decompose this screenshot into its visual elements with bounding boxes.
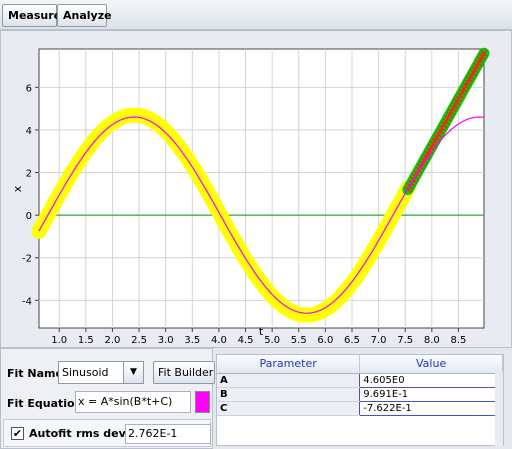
data-marker xyxy=(422,153,430,161)
data-marker xyxy=(453,98,461,106)
table-row[interactable]: B 9.691E-1 xyxy=(217,386,503,402)
y-tick-label: 2 xyxy=(26,169,32,180)
param-name: A xyxy=(217,373,360,388)
data-marker xyxy=(442,117,450,125)
x-tick-label: 4.5 xyxy=(238,335,254,346)
table-row[interactable]: A 4.605E0 xyxy=(217,372,503,388)
param-name: B xyxy=(217,387,360,402)
data-marker xyxy=(466,75,473,83)
y-tick-label: 0 xyxy=(26,211,32,222)
data-marker xyxy=(455,95,463,103)
data-marker xyxy=(429,140,437,148)
data-marker xyxy=(460,85,468,93)
fit-name-label: Fit Name: xyxy=(7,367,68,380)
column-header-parameter[interactable]: Parameter xyxy=(217,355,361,374)
data-marker xyxy=(456,91,464,99)
x-tick-label: 8.5 xyxy=(450,335,466,346)
table-scrollbar[interactable] xyxy=(495,371,503,447)
data-marker xyxy=(444,114,452,122)
data-marker xyxy=(424,150,432,158)
x-tick-label: 2.0 xyxy=(105,335,121,346)
param-value[interactable]: 4.605E0 xyxy=(359,372,503,388)
x-tick-label: 7.0 xyxy=(371,335,387,346)
measure-button[interactable]: Measure xyxy=(2,4,61,27)
x-tick-label: 7.5 xyxy=(397,335,413,346)
fit-area: Fit Name: Sinusoid ▼ Fit Builder Fit Equ… xyxy=(0,348,512,449)
data-marker xyxy=(447,108,455,116)
fit-curve-line xyxy=(38,116,485,314)
x-tick-label: 8.0 xyxy=(424,335,440,346)
x-tick-label: 3.5 xyxy=(184,335,200,346)
y-tick-label: -2 xyxy=(22,254,32,265)
data-marker xyxy=(435,130,443,138)
data-marker xyxy=(480,49,488,57)
x-tick-label: 6.0 xyxy=(317,335,333,346)
plot-panel[interactable]: 1.0 1.5 2.0 2.5 3.0 3.5 4.0 4.5 5.0 5.5 6.0 6.5 7.0 7… xyxy=(0,30,512,348)
data-marker xyxy=(426,147,434,155)
autofit-row: ✔ Autofit rms dev: 2.762E-1 xyxy=(3,419,211,447)
column-header-value[interactable]: Value xyxy=(359,355,503,374)
data-marker xyxy=(440,121,448,129)
chevron-down-icon[interactable]: ▼ xyxy=(123,362,143,383)
data-marker xyxy=(476,56,484,64)
param-value[interactable]: -7.622E-1 xyxy=(359,400,503,416)
data-marker xyxy=(464,79,472,86)
x-axis-label: t xyxy=(259,325,264,338)
data-marker xyxy=(451,101,459,109)
table-row[interactable]: C -7.622E-1 xyxy=(217,400,503,416)
y-axis-ticks: 6 4 2 0 -2 -4 xyxy=(22,83,39,307)
y-axis-label: x xyxy=(11,185,24,192)
fit-color-swatch[interactable] xyxy=(195,391,210,413)
parameter-table-panel: Parameter Value A 4.605E0 B 9.691E-1 C -… xyxy=(216,354,504,447)
y-tick-label: 4 xyxy=(26,126,32,137)
data-marker xyxy=(478,53,486,60)
data-marker xyxy=(467,72,475,80)
data-marker xyxy=(449,104,457,112)
data-marker xyxy=(438,124,446,132)
fit-equation-label: Fit Equation: xyxy=(7,397,87,410)
data-marker xyxy=(427,143,435,151)
fit-name-select[interactable]: Sinusoid ▼ xyxy=(58,361,144,384)
x-axis-ticks: 1.0 1.5 2.0 2.5 3.0 3.5 4.0 4.5 5.0 5.5 6.0 6.5 7.0 7… xyxy=(51,328,466,346)
data-marker xyxy=(471,66,479,73)
autofit-label: Autofit xyxy=(29,427,72,440)
data-marker xyxy=(462,82,470,90)
parameter-table: Parameter Value A 4.605E0 B 9.691E-1 C -… xyxy=(217,355,503,416)
grid-lines xyxy=(39,49,484,328)
fit-curve xyxy=(38,116,485,314)
data-marker xyxy=(475,59,483,67)
autofit-checkbox[interactable]: ✔ xyxy=(11,427,24,440)
x-tick-label: 5.5 xyxy=(291,335,307,346)
data-marker xyxy=(458,88,466,96)
x-tick-label: 1.0 xyxy=(51,335,67,346)
param-name: C xyxy=(217,401,360,416)
rms-dev-field: 2.762E-1 xyxy=(125,424,211,444)
data-marker xyxy=(433,134,441,142)
param-value[interactable]: 9.691E-1 xyxy=(359,386,503,402)
y-tick-label: 6 xyxy=(26,83,32,94)
data-marker xyxy=(473,62,481,70)
analyze-button[interactable]: Analyze xyxy=(57,4,112,27)
data-marker xyxy=(446,111,454,119)
data-marker xyxy=(437,127,444,135)
y-tick-label: -4 xyxy=(22,296,32,307)
x-tick-label: 5.0 xyxy=(264,335,280,346)
x-tick-label: 4.0 xyxy=(211,335,227,346)
menu-bar: Measure Analyze xyxy=(0,0,512,30)
rms-dev-label: rms dev: xyxy=(76,427,131,440)
x-tick-label: 1.5 xyxy=(78,335,94,346)
fit-panel: Fit Name: Sinusoid ▼ Fit Builder Fit Equ… xyxy=(0,348,215,449)
fit-equation-field[interactable]: x = A*sin(B*t+C) xyxy=(75,391,191,413)
fit-builder-button[interactable]: Fit Builder xyxy=(153,361,215,384)
x-tick-label: 3.0 xyxy=(158,335,174,346)
data-marker xyxy=(469,69,477,77)
x-tick-label: 6.5 xyxy=(344,335,360,346)
data-plot[interactable]: 1.0 1.5 2.0 2.5 3.0 3.5 4.0 4.5 5.0 5.5 6.0 6.5 7.0 7… xyxy=(1,31,511,347)
fit-name-value: Sinusoid xyxy=(62,366,109,379)
data-marker xyxy=(431,137,439,145)
x-tick-label: 2.5 xyxy=(131,335,147,346)
